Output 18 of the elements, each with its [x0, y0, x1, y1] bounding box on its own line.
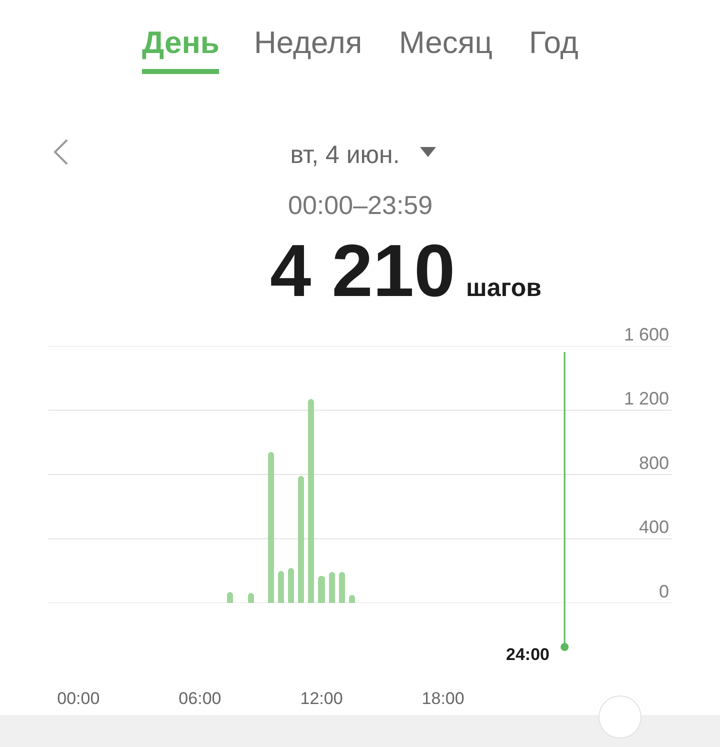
text: Неделя — [254, 25, 362, 60]
text: шагов — [466, 274, 542, 302]
text: Месяц — [399, 25, 493, 60]
x-tick-label: 06:00 — [178, 689, 222, 708]
chart-title: вт, 4 июн. — [290, 140, 400, 169]
chart-subtitle: 00:00–23:59 — [288, 190, 433, 220]
ref-line-label: 24:00 — [506, 645, 550, 664]
x-tick-label: 00:00 — [57, 689, 100, 708]
y-tick-label: 1 200 — [624, 388, 669, 409]
y-tick-label: 400 — [638, 517, 669, 538]
x-tick-label: 12:00 — [300, 689, 343, 708]
y-tick-label: 0 — [658, 581, 669, 602]
y-tick-label: 800 — [638, 452, 669, 473]
text: День — [142, 25, 220, 60]
text: Год — [529, 25, 578, 60]
y-tick-label: 1 600 — [624, 324, 669, 344]
x-tick-label: 18:00 — [422, 689, 464, 708]
text: 4 210 — [270, 229, 456, 312]
